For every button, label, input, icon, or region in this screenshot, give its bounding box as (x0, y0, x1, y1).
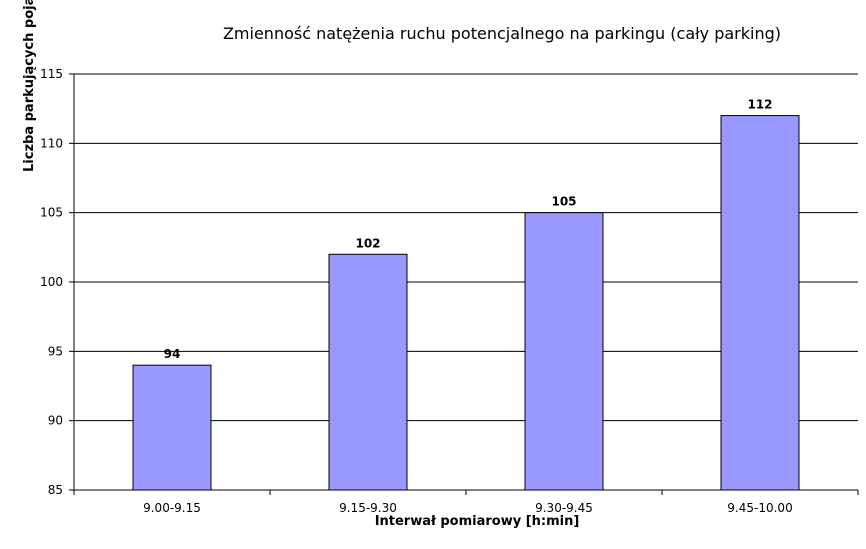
data-label: 105 (551, 195, 576, 209)
data-label: 94 (164, 347, 181, 361)
chart-title: Zmienność natężenia ruchu potencjalnego … (223, 24, 781, 43)
bar (132, 364, 212, 491)
bar (524, 212, 604, 491)
y-tick-label: 85 (48, 483, 63, 497)
axes (69, 73, 859, 495)
y-tick-label: 95 (48, 344, 63, 358)
data-label: 102 (355, 236, 380, 250)
y-tick-label: 115 (40, 67, 63, 81)
bar (328, 253, 408, 491)
bar (720, 115, 800, 491)
x-tick-label: 9.30-9.45 (535, 501, 593, 515)
x-tick-label: 9.45-10.00 (727, 501, 792, 515)
y-tick-label: 105 (40, 206, 63, 220)
bars (132, 115, 800, 491)
x-axis-tick-labels: 9.00-9.15 9.15-9.30 9.30-9.45 9.45-10.00 (143, 501, 793, 515)
y-axis-title: Liczba parkujących pojazdów (22, 0, 37, 172)
x-tick-label: 9.00-9.15 (143, 501, 201, 515)
data-label: 112 (747, 98, 772, 112)
x-tick-label: 9.15-9.30 (339, 501, 397, 515)
y-axis-tick-labels: 85 90 95 100 105 110 115 (40, 67, 63, 497)
y-tick-label: 110 (40, 136, 63, 150)
data-labels: 94 102 105 112 (164, 98, 773, 362)
y-tick-label: 100 (40, 275, 63, 289)
x-axis-title: Interwał pomiarowy [h:min] (375, 514, 580, 529)
y-tick-label: 90 (48, 414, 63, 428)
